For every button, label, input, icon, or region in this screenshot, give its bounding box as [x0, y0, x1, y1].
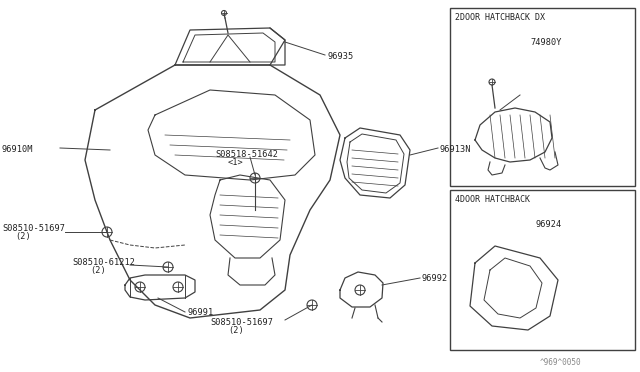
Text: 4DOOR HATCHBACK: 4DOOR HATCHBACK: [455, 195, 530, 204]
Text: (2): (2): [90, 266, 106, 275]
Text: S08518-51642: S08518-51642: [215, 150, 278, 159]
Text: (2): (2): [228, 326, 244, 335]
Text: 74980Y: 74980Y: [530, 38, 561, 47]
Text: ^969^0050: ^969^0050: [540, 358, 582, 367]
Text: 2DOOR HATCHBACK DX: 2DOOR HATCHBACK DX: [455, 13, 545, 22]
Text: S08510-51697: S08510-51697: [2, 224, 65, 233]
Text: (2): (2): [15, 232, 31, 241]
Text: S08510-51697: S08510-51697: [210, 318, 273, 327]
Text: 96924: 96924: [535, 220, 561, 229]
Text: 96910M: 96910M: [2, 145, 33, 154]
Text: 96913N: 96913N: [440, 145, 472, 154]
Text: 96935: 96935: [328, 52, 355, 61]
Text: S08510-61212: S08510-61212: [72, 258, 135, 267]
Bar: [450, 190, 635, 350]
Text: <1>: <1>: [228, 158, 244, 167]
Text: 96991: 96991: [188, 308, 214, 317]
Bar: [450, 8, 635, 186]
Text: 96992: 96992: [422, 274, 448, 283]
